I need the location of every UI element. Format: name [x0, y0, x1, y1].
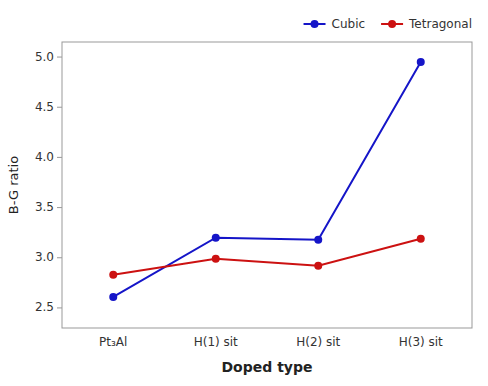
x-tick-label: H(3) sit: [399, 335, 443, 349]
series-point: [417, 58, 425, 66]
series-point: [109, 293, 117, 301]
series-point: [212, 255, 220, 263]
series-point: [109, 271, 117, 279]
legend-marker: [388, 20, 396, 28]
x-tick-label: H(2) sit: [296, 335, 340, 349]
series-line: [113, 62, 421, 297]
y-tick: [57, 207, 62, 208]
y-tick-label: 4.5: [35, 100, 54, 114]
x-tick-label: Pt₃Al: [99, 335, 127, 349]
legend-marker: [311, 20, 319, 28]
series-group: [109, 58, 425, 301]
y-tick-label: 3.5: [35, 200, 54, 214]
legend-label: Tetragonal: [408, 17, 472, 31]
series-point: [314, 262, 322, 270]
x-axis-label: Doped type: [222, 359, 313, 375]
y-tick: [57, 57, 62, 58]
y-tick-label: 5.0: [35, 50, 54, 64]
x-tick-label: H(1) sit: [194, 335, 238, 349]
series-point: [417, 235, 425, 243]
y-tick: [57, 157, 62, 158]
series-point: [314, 236, 322, 244]
legend-label: Cubic: [332, 17, 366, 31]
y-tick: [57, 107, 62, 108]
y-tick: [57, 307, 62, 308]
y-tick: [57, 257, 62, 258]
series-point: [212, 234, 220, 242]
y-tick-label: 4.0: [35, 150, 54, 164]
y-tick-label: 2.5: [35, 300, 54, 314]
series-line: [113, 239, 421, 275]
plot-frame: [62, 42, 472, 328]
legend-item: Tetragonal: [381, 17, 472, 31]
y-axis-label: B-G ratio: [6, 156, 21, 214]
y-axis: 2.5 3.0 3.5 4.0 4.5 5.0: [35, 50, 62, 315]
legend: Cubic Tetragonal: [304, 17, 472, 31]
x-axis: Pt₃Al H(1) sit H(2) sit H(3) sit: [99, 335, 443, 349]
y-tick-label: 3.0: [35, 250, 54, 264]
chart: 2.5 3.0 3.5 4.0 4.5 5.0 Pt₃Al H(1) sit H(2) sit H…: [0, 0, 488, 386]
legend-item: Cubic: [304, 17, 366, 31]
